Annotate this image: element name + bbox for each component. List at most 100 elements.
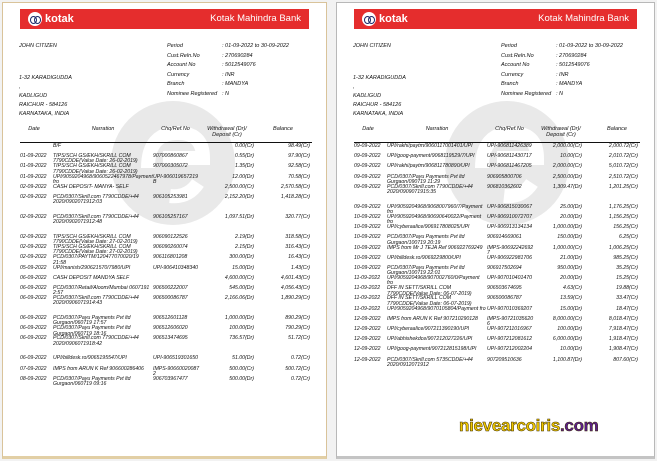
table-row: 10-09-2022 PCD/0307/Payu Payments Pvt ltd…	[337, 234, 654, 246]
column-header-date: Date	[362, 126, 374, 132]
balance-cell: 316.43(Cr)	[285, 244, 310, 251]
ref-cell: 906090122526	[153, 233, 188, 240]
amount-cell: 1,000.00(Dr)	[224, 315, 254, 322]
amount-cell: 8,000.00(Cr)	[552, 315, 582, 322]
ref-cell: 906917502694	[487, 264, 522, 271]
balance-cell: 500.72(Cr)	[285, 365, 310, 372]
ref-cell: UPI-906811467205	[487, 163, 532, 170]
field-label: Period	[167, 43, 183, 49]
table-row: 06-09-2022 UPI/billdesk.ro/9065195547/UPI…	[3, 356, 326, 366]
ref-cell: UPI-907010401470	[487, 275, 532, 282]
field-label: Currency	[501, 71, 524, 78]
table-row: 02-09-2022 CASH DEPOSIT- MANYA- SELF 2,500…	[3, 183, 326, 195]
narration-cell: PCD/0307/Skrill.com 7790CDDE/+44 2020/09…	[53, 335, 139, 347]
date-cell: 06-09-2022	[20, 325, 47, 332]
amount-cell: 6,000.00(Dr)	[552, 336, 582, 343]
ref-cell: UPI-906913134134	[487, 224, 532, 231]
table-row: 02-09-2022 PCD/0307/PAYTM/120477070020/19…	[3, 255, 326, 266]
date-cell: 10-09-2022	[354, 224, 381, 231]
table-row: 08-09-2022 PCD/0307/Payu Payments Pvt ltd…	[3, 375, 326, 388]
balance-cell: 97.90(Cr)	[288, 153, 310, 160]
ref-cell: UPI-906410348340	[153, 264, 198, 271]
table-row: 11-09-2022 UPI/9059204968/907002760/0/Pay…	[337, 275, 654, 286]
site-watermark: nievearcoiris.com	[459, 414, 639, 438]
field-value: : INR	[222, 71, 235, 78]
date-cell: 06-09-2022	[20, 284, 47, 291]
watermark-logo-icon	[108, 98, 238, 228]
amount-cell: 2,166.06(Dr)	[224, 295, 254, 302]
date-cell: 01-09-2022	[20, 173, 47, 180]
narration-cell: PCD/0307/Payu Payments Pvt ltd Gurgaon/0…	[53, 375, 131, 388]
date-cell: 06-09-2022	[20, 274, 47, 281]
narration-cell: IMPS from ARUN K Ref 907210290128	[387, 315, 478, 322]
balance-cell: 1,006.25(Cr)	[608, 244, 638, 251]
balance-cell: 35.25(Cr)	[616, 264, 638, 271]
table-row: 09-09-2022 UPI/rakhi/paytm/906811780890/U…	[337, 164, 654, 174]
ref-cell: IMPS-906922426927	[487, 244, 534, 256]
narration-cell: TIPS/SCH GS/EKH/SKRILL COM 7790CDDE(Valu…	[53, 233, 138, 246]
narration-cell: PCD/0307/Skrill.com 7790CDDE/+44 2020/09…	[53, 213, 139, 226]
amount-cell: 20.00(Dr)	[560, 275, 582, 282]
date-cell: 09-09-2022	[354, 143, 381, 149]
amount-cell: 0.55(Dr)	[234, 153, 254, 160]
narration-cell: PCD/0307/Payu Payments Pvt ltd Gurgaon/1…	[387, 264, 465, 277]
narration-cell: PCD/0307/Payu Payments Pvt ltd Gurgaon/0…	[387, 173, 465, 185]
ref-cell: 906513474695	[153, 335, 188, 342]
ref-cell: 906500086787	[153, 295, 188, 302]
field-label: Account No	[501, 62, 530, 69]
narration-cell: CASH DEPOSIT- MANYA- SELF	[53, 183, 129, 190]
ref-cell: UPI-907211016967	[487, 326, 532, 332]
balance-cell: 1,890.29(Cr)	[280, 295, 310, 302]
date-cell: 02-09-2022	[20, 193, 47, 200]
amount-cell: 1,000.00(Dr)	[552, 224, 582, 231]
header-divider	[20, 142, 312, 143]
amount-cell: 13.59(Cr)	[560, 295, 582, 302]
amount-cell: 25.00(Dr)	[560, 203, 582, 210]
date-cell: 11-09-2022	[354, 285, 381, 292]
column-header-ref: Chq/Ref.No	[495, 126, 524, 132]
date-cell: 10-09-2022	[354, 213, 381, 220]
balance-cell: 156.25(Cr)	[613, 224, 638, 231]
address-line: 1-32 KARADIGUDDA	[19, 75, 72, 81]
address-line: RAICHUR - 584126	[353, 102, 402, 108]
address-line: KADLIGUD	[353, 93, 382, 99]
narration-cell: UPI/billdesk.ro/9069229800/UPI	[387, 254, 461, 261]
balance-cell: 5,010.72(Cr)	[608, 163, 638, 170]
amount-cell: 2,000.00(Cr)	[552, 163, 582, 170]
narration-cell: PCD/0307/Payu Payments Pvt ltd Gurgaon/0…	[53, 315, 131, 327]
ref-cell: IMPS-906600200872	[153, 365, 200, 377]
amount-cell: 1,097.51(Dr)	[224, 213, 254, 220]
ref-cell: 906503674695	[487, 285, 522, 292]
ref-cell: 906512606020	[153, 325, 188, 332]
amount-cell: 2,500.00(Cr)	[224, 183, 254, 190]
ref-cell: UPI-907010369207	[487, 305, 532, 312]
amount-cell: 2,000.00(Cr)	[552, 143, 582, 149]
table-row: 09-09-2022 PCD/0307/Skrill.com 7790CDDE/+…	[337, 184, 654, 205]
info-field: Period: 01-09-2022 to 30-09-2022	[501, 43, 623, 49]
date-cell: 08-09-2022	[20, 375, 47, 382]
narration-cell: UPI/billdesk.ro/9065195547/UPI	[53, 355, 127, 362]
balance-cell: 2,570.58(Cr)	[280, 183, 310, 190]
field-label: Branch	[167, 81, 185, 88]
date-cell: 11-09-2022	[354, 275, 381, 282]
amount-cell: 950.00(Dr)	[557, 264, 582, 271]
narration-cell: PCD/0307/Payu Payments Pvt ltd Gurgaon/1…	[387, 234, 465, 246]
field-value: : MANDYA	[222, 81, 249, 88]
field-label: Currency	[167, 71, 190, 78]
table-row: 12-09-2022 UPI/goog-payment/907212815198/…	[337, 347, 654, 357]
date-cell: 12-09-2022	[354, 336, 381, 343]
balance-cell: 18.47(Cr)	[616, 305, 638, 312]
ref-cell: UPI-906519301650	[153, 355, 198, 362]
narration-cell: DFF IN SETT/SKRILL COM 7790CDDE(Value Da…	[387, 285, 472, 297]
date-cell: 02-09-2022	[20, 213, 47, 220]
balance-cell: 890.29(Cr)	[285, 315, 310, 322]
amount-cell: 15.00(Dr)	[232, 264, 254, 271]
amount-cell: 1,100.87(Dr)	[552, 356, 582, 363]
narration-cell: PCD/0307/Payu Payments Pvt ltd Gurgaon/0…	[53, 325, 131, 337]
ref-cell: 906090260074	[153, 244, 188, 251]
amount-cell: 10.00(Cr)	[560, 153, 582, 160]
ref-cell: UPI-907212081612	[487, 336, 532, 343]
ref-cell: 906500086787	[487, 295, 522, 302]
info-field: Account No: 5012549076	[501, 62, 590, 68]
amount-cell: 2,152.20(Dr)	[224, 193, 254, 200]
